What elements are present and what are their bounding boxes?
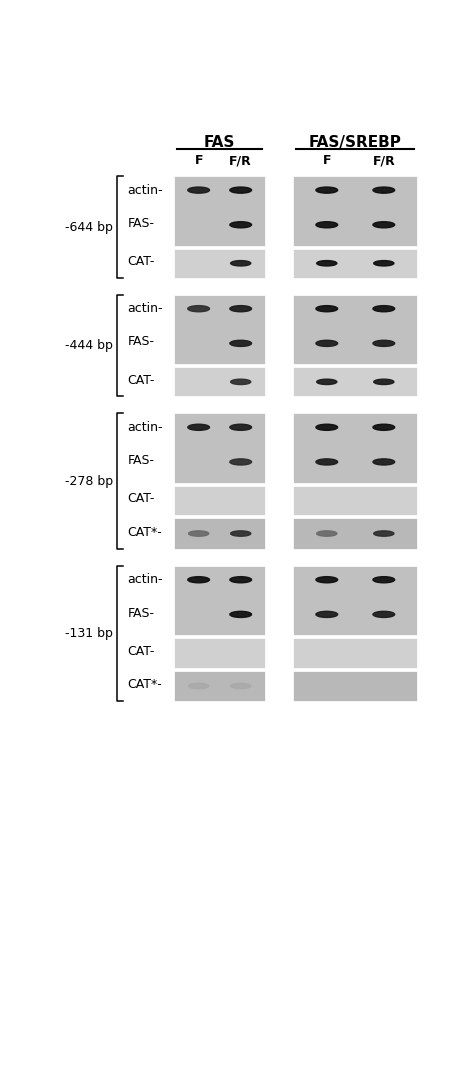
Text: actin-: actin- bbox=[128, 183, 163, 197]
Ellipse shape bbox=[373, 576, 395, 583]
Ellipse shape bbox=[230, 187, 252, 193]
Ellipse shape bbox=[231, 260, 251, 266]
Ellipse shape bbox=[230, 612, 252, 618]
Ellipse shape bbox=[188, 424, 210, 431]
Text: F/R: F/R bbox=[373, 154, 395, 167]
Ellipse shape bbox=[230, 576, 252, 583]
Ellipse shape bbox=[231, 531, 251, 537]
Bar bbox=[293, 413, 417, 483]
Text: FAS-: FAS- bbox=[128, 217, 155, 230]
Text: CAT-: CAT- bbox=[128, 374, 155, 387]
Bar bbox=[293, 295, 417, 364]
Bar bbox=[174, 177, 265, 245]
Ellipse shape bbox=[231, 683, 251, 689]
Text: actin-: actin- bbox=[128, 302, 163, 315]
Text: -131 bp: -131 bp bbox=[65, 628, 113, 640]
Text: FAS-: FAS- bbox=[128, 335, 155, 348]
Ellipse shape bbox=[373, 458, 395, 465]
Bar bbox=[174, 565, 265, 635]
Bar bbox=[174, 413, 265, 483]
Ellipse shape bbox=[373, 187, 395, 193]
Ellipse shape bbox=[188, 576, 210, 583]
Bar bbox=[293, 565, 417, 635]
Ellipse shape bbox=[230, 341, 252, 346]
Ellipse shape bbox=[188, 187, 210, 193]
Bar bbox=[174, 670, 265, 702]
Ellipse shape bbox=[374, 379, 394, 384]
Bar bbox=[174, 367, 265, 396]
Ellipse shape bbox=[316, 305, 337, 312]
Bar bbox=[174, 638, 265, 667]
Ellipse shape bbox=[316, 458, 337, 465]
Bar bbox=[293, 177, 417, 245]
Bar bbox=[174, 518, 265, 549]
Ellipse shape bbox=[317, 260, 337, 266]
Bar bbox=[293, 248, 417, 277]
Ellipse shape bbox=[316, 222, 337, 228]
Ellipse shape bbox=[188, 305, 210, 312]
Ellipse shape bbox=[230, 305, 252, 312]
Text: FAS: FAS bbox=[204, 135, 236, 150]
Bar bbox=[174, 486, 265, 515]
Bar bbox=[293, 670, 417, 702]
Ellipse shape bbox=[373, 612, 395, 618]
Ellipse shape bbox=[189, 683, 209, 689]
Bar bbox=[293, 518, 417, 549]
Text: CAT-: CAT- bbox=[128, 645, 155, 658]
Text: -278 bp: -278 bp bbox=[64, 474, 113, 487]
Bar bbox=[293, 486, 417, 515]
Ellipse shape bbox=[374, 260, 394, 266]
Text: actin-: actin- bbox=[128, 421, 163, 434]
Ellipse shape bbox=[230, 424, 252, 431]
Text: F: F bbox=[194, 154, 203, 167]
Text: FAS-: FAS- bbox=[128, 606, 155, 619]
Text: FAS/SREBP: FAS/SREBP bbox=[309, 135, 402, 150]
Ellipse shape bbox=[373, 222, 395, 228]
Text: -644 bp: -644 bp bbox=[65, 221, 113, 233]
Text: FAS-: FAS- bbox=[128, 454, 155, 467]
Ellipse shape bbox=[316, 341, 337, 346]
Text: F: F bbox=[322, 154, 331, 167]
Ellipse shape bbox=[317, 379, 337, 384]
Text: F/R: F/R bbox=[229, 154, 252, 167]
Ellipse shape bbox=[317, 531, 337, 537]
Bar bbox=[174, 248, 265, 277]
Ellipse shape bbox=[230, 222, 252, 228]
Ellipse shape bbox=[230, 458, 252, 465]
Text: CAT-: CAT- bbox=[128, 493, 155, 506]
Ellipse shape bbox=[316, 187, 337, 193]
Text: CAT-: CAT- bbox=[128, 255, 155, 269]
Text: -444 bp: -444 bp bbox=[65, 340, 113, 352]
Ellipse shape bbox=[374, 531, 394, 537]
Ellipse shape bbox=[231, 379, 251, 384]
Ellipse shape bbox=[373, 305, 395, 312]
Ellipse shape bbox=[316, 576, 337, 583]
Ellipse shape bbox=[189, 531, 209, 537]
Bar bbox=[293, 367, 417, 396]
Text: actin-: actin- bbox=[128, 573, 163, 586]
Text: CAT*-: CAT*- bbox=[128, 526, 162, 539]
Bar bbox=[293, 638, 417, 667]
Ellipse shape bbox=[316, 424, 337, 431]
Text: CAT*-: CAT*- bbox=[128, 678, 162, 691]
Ellipse shape bbox=[373, 424, 395, 431]
Bar bbox=[174, 295, 265, 364]
Ellipse shape bbox=[316, 612, 337, 618]
Ellipse shape bbox=[373, 341, 395, 346]
